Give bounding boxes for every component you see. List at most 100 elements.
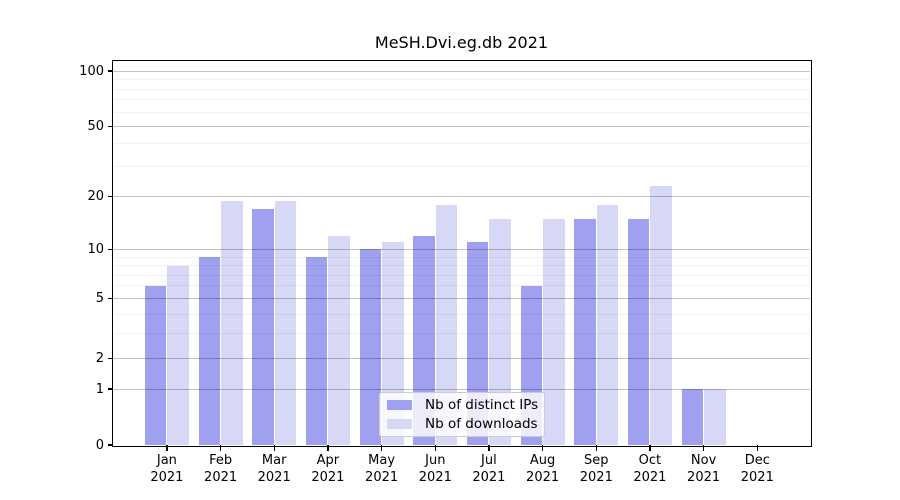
legend: Nb of distinct IPs Nb of downloads	[379, 392, 545, 437]
legend-swatch-downloads	[387, 419, 412, 429]
x-tick-label-jul: Jul 2021	[461, 453, 517, 486]
y-tick-label: 0	[95, 437, 104, 453]
y-tick-label: 20	[87, 189, 104, 205]
month-label: Jun	[425, 453, 446, 468]
year-label: 2021	[579, 469, 613, 485]
x-tick-label-oct: Oct 2021	[622, 453, 678, 486]
minor-gridline	[113, 285, 810, 287]
minor-gridline	[113, 111, 810, 113]
month-label: Dec	[744, 453, 770, 468]
major-gridline	[113, 357, 810, 359]
x-tick-label-sep: Sep 2021	[568, 453, 624, 486]
year-label: 2021	[204, 469, 238, 485]
y-tick-mark	[107, 357, 113, 359]
x-tick-mark	[219, 445, 222, 451]
month-label: Aug	[529, 453, 556, 468]
minor-gridline	[113, 99, 810, 101]
month-label: Feb	[209, 453, 233, 468]
plot-area	[113, 61, 810, 445]
year-label: 2021	[472, 469, 506, 485]
legend-label-distinct-ips: Nb of distinct IPs	[425, 396, 539, 413]
x-tick-mark	[756, 445, 758, 451]
year-label: 2021	[740, 469, 774, 485]
month-label: Jul	[481, 453, 497, 468]
month-label: Apr	[316, 453, 340, 468]
year-label: 2021	[633, 469, 667, 485]
bar-downloads-jan	[167, 265, 189, 445]
month-label: Sep	[584, 453, 609, 468]
legend-item-downloads: Nb of downloads	[380, 416, 544, 433]
y-tick-mark	[107, 248, 113, 250]
x-tick-label-mar: Mar 2021	[246, 453, 302, 486]
x-tick-mark	[327, 445, 329, 451]
x-tick-label-aug: Aug 2021	[515, 453, 571, 486]
bar-ips-feb	[198, 257, 221, 445]
x-tick-mark	[380, 445, 383, 451]
bar-ips-oct	[627, 218, 650, 445]
legend-item-distinct-ips: Nb of distinct IPs	[380, 397, 544, 414]
major-gridline	[113, 297, 810, 299]
year-label: 2021	[418, 469, 452, 485]
year-label: 2021	[526, 469, 560, 485]
y-tick-label: 100	[79, 63, 104, 79]
bar-ips-apr	[305, 257, 328, 445]
y-tick-mark	[107, 388, 113, 390]
bar-downloads-apr	[328, 235, 350, 445]
y-tick-label: 2	[95, 350, 104, 366]
bar-ips-nov	[681, 389, 704, 445]
minor-gridline	[113, 332, 810, 334]
minor-gridline	[113, 313, 810, 315]
x-tick-label-may: May 2021	[354, 453, 410, 486]
minor-gridline	[113, 256, 810, 258]
bar-downloads-nov	[704, 389, 726, 445]
x-tick-label-jun: Jun 2021	[407, 453, 463, 486]
bar-downloads-oct	[650, 186, 672, 445]
bar-downloads-mar	[274, 200, 297, 445]
y-tick-mark	[107, 126, 113, 128]
x-tick-label-nov: Nov 2021	[676, 453, 732, 486]
major-gridline	[113, 388, 810, 390]
y-tick-mark	[107, 297, 113, 299]
x-tick-mark	[649, 445, 651, 451]
x-tick-mark	[434, 445, 436, 451]
y-tick-label: 10	[87, 241, 104, 257]
minor-gridline	[113, 79, 810, 80]
major-gridline	[113, 126, 810, 128]
x-tick-mark	[273, 445, 275, 451]
month-label: Nov	[690, 453, 717, 468]
minor-gridline	[113, 143, 810, 145]
y-tick-label: 50	[87, 119, 104, 135]
year-label: 2021	[311, 469, 345, 485]
year-label: 2021	[365, 469, 399, 485]
year-label: 2021	[687, 469, 721, 485]
y-tick-label: 1	[95, 381, 104, 397]
x-tick-label-apr: Apr 2021	[300, 453, 356, 486]
minor-gridline	[113, 88, 810, 90]
x-tick-label-dec: Dec 2021	[729, 453, 785, 486]
bar-ips-sep	[574, 218, 596, 445]
y-tick-mark	[107, 196, 113, 198]
x-tick-mark	[166, 445, 168, 451]
bar-ips-jan	[144, 285, 167, 445]
month-label: Mar	[261, 453, 287, 468]
major-gridline	[113, 248, 810, 250]
bar-downloads-feb	[221, 200, 243, 445]
x-tick-mark	[488, 445, 490, 451]
legend-swatch-distinct-ips	[387, 400, 412, 410]
bar-ips-mar	[252, 209, 274, 445]
x-tick-label-feb: Feb 2021	[193, 453, 249, 486]
x-tick-mark	[702, 445, 705, 451]
legend-label-downloads: Nb of downloads	[425, 415, 538, 432]
bar-downloads-jul	[489, 218, 511, 445]
major-gridline	[113, 70, 810, 72]
bar-ips-may	[359, 249, 382, 445]
bar-downloads-sep	[596, 204, 619, 445]
month-label: Jan	[156, 453, 177, 468]
chart-title: MeSH.Dvi.eg.db 2021	[374, 33, 549, 52]
year-label: 2021	[150, 469, 184, 485]
y-tick-label: 5	[95, 290, 104, 306]
y-tick-mark	[107, 444, 113, 446]
x-tick-mark	[541, 445, 544, 451]
year-label: 2021	[257, 469, 291, 485]
